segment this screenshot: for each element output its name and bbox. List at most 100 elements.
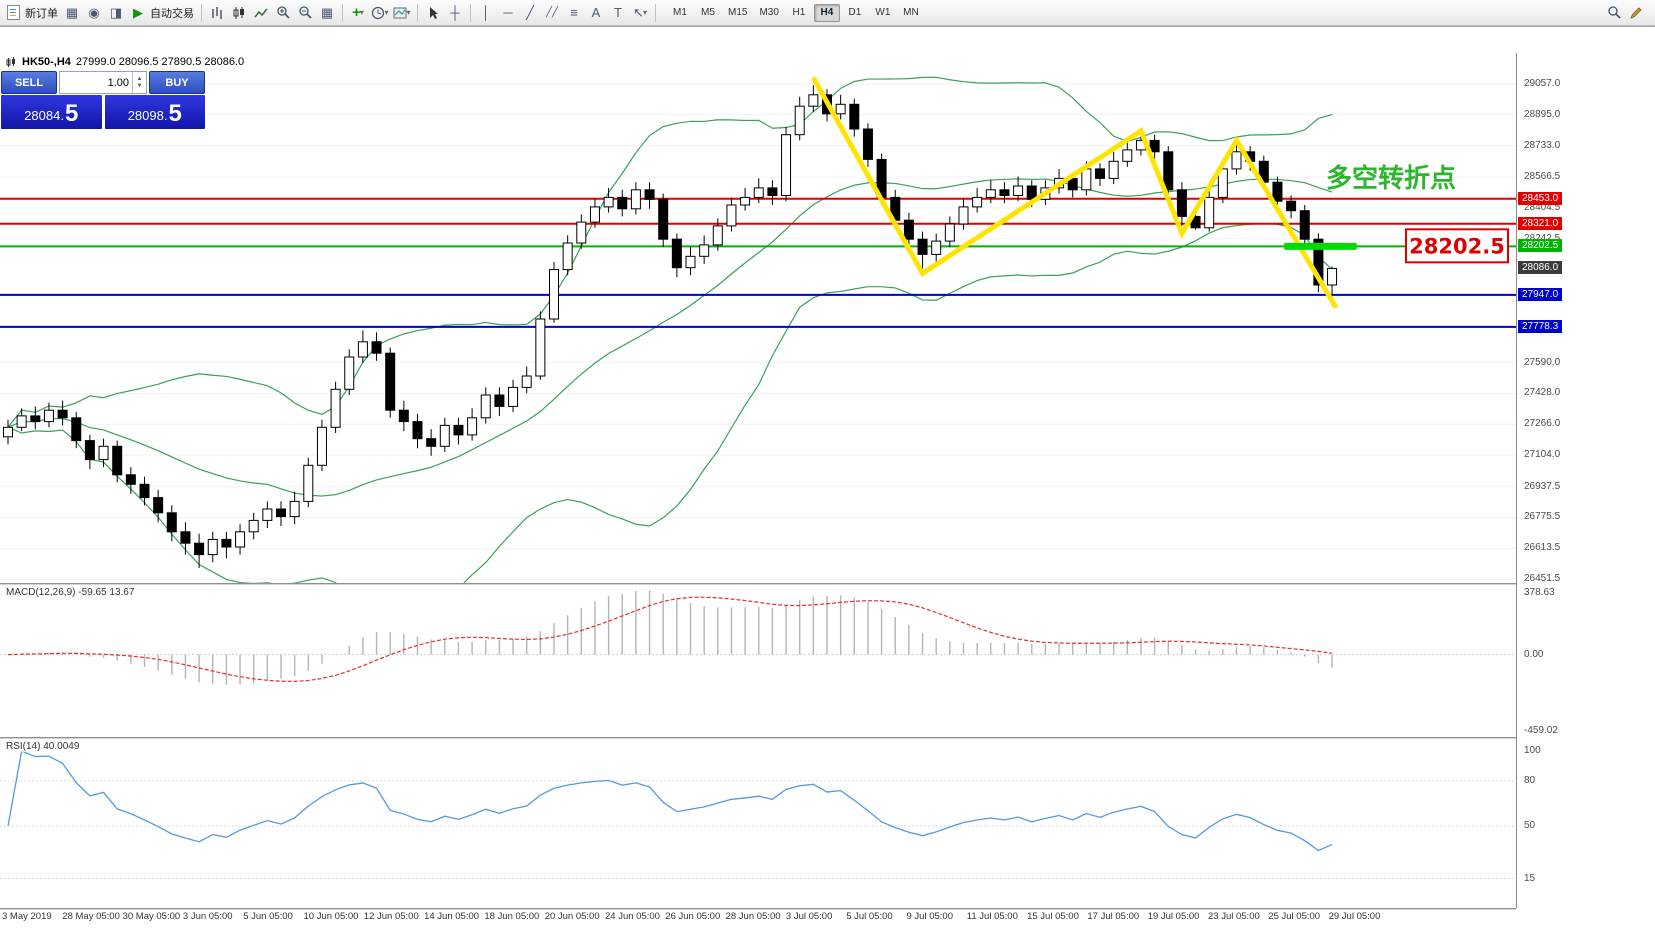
price-label: 27590.0	[1524, 356, 1561, 368]
price-label: 28566.5	[1524, 171, 1561, 183]
time-label: 17 Jul 05:00	[1087, 911, 1140, 922]
rsi-panel[interactable]	[0, 739, 1516, 908]
macd-scale-label: 0.00	[1524, 648, 1544, 660]
timeframe-h1[interactable]: H1	[792, 6, 806, 18]
panel-separator	[0, 908, 1516, 910]
volume-spinner[interactable]: ▲ ▼	[132, 72, 146, 93]
toolbar-separator	[342, 3, 343, 22]
macd-scale-label: 378.63	[1524, 587, 1555, 598]
rsi-scale-label: 50	[1524, 820, 1536, 831]
time-label: 25 Jul 05:00	[1268, 911, 1321, 922]
chart-ohlc: 27999.0 28096.5 27890.5 28086.0	[75, 56, 245, 68]
templates-icon[interactable]: ▾	[392, 3, 412, 23]
volume-value[interactable]: 1.00	[107, 76, 129, 89]
autotrading-label[interactable]: 自动交易	[150, 7, 194, 20]
hline-price-tag: 28321.0	[1518, 216, 1563, 230]
market-watch-icon[interactable]: ◉	[88, 4, 100, 20]
buy-price[interactable]: 28098. 5	[104, 95, 205, 129]
symbol-candle-icon	[6, 56, 15, 67]
svg-text:28202.5: 28202.5	[1409, 234, 1505, 258]
line-chart-icon[interactable]	[251, 3, 271, 23]
panel-separator[interactable]	[0, 737, 1516, 739]
volume-input[interactable]: 1.00 ▲ ▼	[59, 71, 147, 94]
time-label: 14 Jun 05:00	[424, 911, 480, 922]
timeframe-m15[interactable]: M15	[728, 6, 748, 18]
trendline-icon[interactable]: ╱	[526, 4, 534, 20]
timeframe-mn[interactable]: MN	[903, 6, 919, 18]
tile-windows-icon[interactable]: ▦	[320, 4, 334, 20]
autotrading-icon[interactable]: ▶	[133, 4, 143, 20]
price-label: 29057.0	[1524, 77, 1561, 89]
time-label: 18 Jun 05:00	[484, 911, 540, 922]
channel-icon[interactable]: ╱╱	[545, 7, 559, 18]
timeframe-d1[interactable]: D1	[848, 6, 862, 18]
price-axis[interactable]: 29057.0 28895.0 28733.0 28566.5 28404.5 28242…	[1517, 53, 1655, 908]
zoom-in-icon[interactable]	[273, 3, 293, 23]
timeframe-m5[interactable]: M5	[701, 6, 715, 18]
vertical-line-icon[interactable]: │	[481, 5, 491, 20]
bar-chart-icon[interactable]	[207, 3, 227, 23]
price-label: 27428.0	[1524, 387, 1561, 399]
time-label: 9 Jul 05:00	[906, 911, 953, 922]
crosshair-icon[interactable]: ┼	[450, 5, 460, 20]
macd-panel[interactable]	[0, 585, 1516, 739]
navigator-icon[interactable]: ◨	[109, 4, 123, 20]
spinner-up-icon: ▲	[136, 75, 143, 82]
hline-price-tag: 28453.0	[1518, 191, 1563, 205]
spinner-down-icon: ▼	[136, 82, 143, 89]
periods-icon[interactable]: ▾	[370, 3, 390, 23]
timeframe-m30[interactable]: M30	[759, 6, 779, 18]
one-click-trading-panel: SELL 1.00 ▲ ▼ BUY 28084. 5 28098. 5	[1, 71, 205, 129]
time-label: 24 Jun 05:00	[605, 911, 660, 922]
cursor-icon[interactable]	[423, 3, 443, 23]
time-axis[interactable]: 3 May 2019 28 May 05:00 30 May 05:00 3 Jun …	[0, 910, 1516, 926]
timeframe-w1[interactable]: W1	[875, 6, 891, 18]
search-icon[interactable]	[1604, 3, 1624, 23]
price-axis-border	[1516, 53, 1517, 908]
main-chart[interactable]: 多空转折点 28202.5	[0, 53, 1516, 585]
time-label: 11 Jul 05:00	[966, 911, 1018, 922]
horizontal-line-icon[interactable]: ─	[503, 5, 513, 20]
sell-button[interactable]: SELL	[1, 71, 57, 94]
fibonacci-icon[interactable]: ≡	[570, 5, 578, 20]
time-label: 3 Jun 05:00	[182, 911, 233, 922]
time-label: 5 Jul 05:00	[846, 911, 893, 922]
current-price-tag: 28086.0	[1518, 261, 1563, 275]
toolbar-separator	[417, 3, 418, 22]
charts-icon[interactable]: ▦	[65, 4, 79, 20]
price-label: 26451.5	[1524, 573, 1561, 584]
indicators-icon[interactable]: + ▾	[352, 4, 364, 21]
zoom-out-icon[interactable]	[295, 3, 315, 23]
timeframe-h4[interactable]: H4	[813, 3, 840, 22]
toolbar-separator	[201, 3, 202, 22]
chart-window: HK50-,H4 27999.0 28096.5 27890.5 28086.0…	[0, 26, 1655, 922]
candlestick-chart-icon[interactable]	[229, 3, 249, 23]
timeframe-m1[interactable]: M1	[673, 6, 687, 18]
toolbar-right	[1603, 3, 1655, 23]
time-label: 23 Jul 05:00	[1208, 911, 1260, 922]
pencil-icon[interactable]	[1626, 3, 1646, 23]
arrows-tool-icon[interactable]: ↖ ▾	[633, 4, 647, 20]
hline-price-tag: 27778.3	[1518, 319, 1563, 333]
price-label: 26937.5	[1524, 480, 1561, 492]
hline-price-tag: 28202.5	[1518, 239, 1563, 253]
new-order-label[interactable]: 新订单	[25, 7, 58, 20]
label-tool-icon[interactable]: T	[614, 5, 622, 20]
new-order-icon[interactable]	[3, 3, 23, 23]
price-label: 28242.5	[1524, 232, 1561, 244]
macd-label: MACD(12,26,9) -59.65 13.67	[4, 587, 137, 598]
hline-price-tag: 27947.0	[1518, 287, 1563, 301]
time-label: 19 Jul 05:00	[1147, 911, 1200, 922]
rsi-scale-label: 100	[1524, 745, 1541, 756]
svg-text:多空转折点: 多空转折点	[1326, 163, 1456, 194]
panel-separator[interactable]	[0, 583, 1516, 585]
price-label: 28895.0	[1524, 108, 1561, 120]
price-label: 28733.0	[1524, 139, 1561, 151]
sell-price[interactable]: 28084. 5	[1, 95, 102, 129]
text-tool-icon[interactable]: A	[591, 5, 601, 20]
time-label: 26 Jun 05:00	[665, 911, 721, 922]
time-label: 3 May 2019	[2, 911, 52, 922]
chart-title: HK50-,H4 27999.0 28096.5 27890.5 28086.0	[3, 56, 248, 68]
buy-button[interactable]: BUY	[149, 71, 205, 94]
